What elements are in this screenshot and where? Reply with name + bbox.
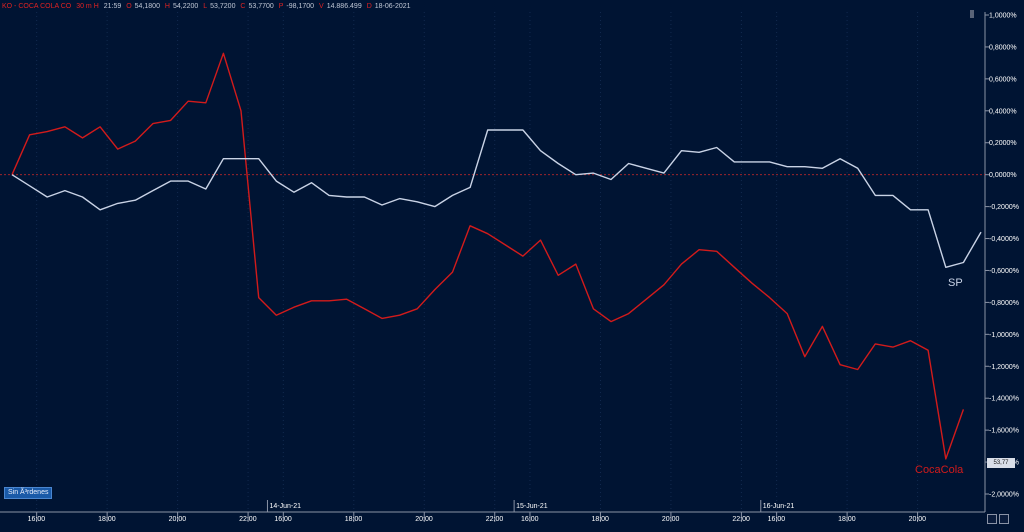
x-tick-label: 18:00 — [98, 516, 116, 523]
y-tick-label: 0,2000% — [989, 140, 1017, 147]
series-line-cocacola — [11, 52, 965, 460]
date-label: 14-Jun-21 — [269, 503, 301, 510]
open-label: O — [126, 3, 132, 10]
interval-label: 30 m H — [76, 3, 99, 10]
y-tick-label: 0,4000% — [989, 108, 1017, 115]
y-tick-label: -0,6000% — [989, 268, 1019, 275]
change-label: P — [278, 3, 284, 10]
y-tick-label: -1,2000% — [989, 364, 1019, 371]
series-line-sp — [11, 129, 982, 268]
time-value: 21:59 — [103, 3, 122, 10]
x-tick-label: 16:00 — [274, 516, 292, 523]
date-label: D — [366, 3, 372, 10]
date-value: 18-06-2021 — [374, 3, 411, 10]
plot-area — [0, 12, 985, 512]
x-tick-label: 18:00 — [591, 516, 609, 523]
y-tick-label: -2,0000% — [989, 492, 1019, 499]
corner-buttons — [985, 514, 1009, 532]
axis-scroll-indicator[interactable] — [970, 10, 974, 18]
change-value: -98,1700 — [286, 3, 315, 10]
y-tick-label: -1,6000% — [989, 428, 1019, 435]
y-tick-label: -1,4000% — [989, 396, 1019, 403]
x-tick-label: 20:00 — [415, 516, 433, 523]
symbol-label: KO - COCA COLA CO — [2, 3, 72, 10]
y-tick-label: 0,8000% — [989, 44, 1017, 51]
y-tick-label: -0,8000% — [989, 300, 1019, 307]
y-tick-label: -0,2000% — [989, 204, 1019, 211]
high-value: 54,2200 — [172, 3, 199, 10]
x-tick-label: 20:00 — [169, 516, 187, 523]
x-tick-label: 22:00 — [732, 516, 750, 523]
y-tick-label: 1,0000% — [989, 13, 1017, 20]
date-label: 16-Jun-21 — [763, 503, 795, 510]
y-tick-label: 0,0000% — [989, 172, 1017, 179]
date-label: 15-Jun-21 — [516, 503, 548, 510]
open-value: 54,1800 — [134, 3, 160, 10]
low-label: L — [203, 3, 208, 10]
time-axis: 16:00 18:00 20:00 22:00 16:00 18:00 20:00 22:00… — [28, 500, 927, 523]
orders-badge[interactable]: Sin Ã³rdenes — [4, 487, 53, 499]
close-value: 53,7700 — [248, 3, 274, 10]
x-tick-label: 22:00 — [239, 516, 257, 523]
y-tick-label: -0,4000% — [989, 236, 1019, 243]
last-price-tag: 53,77 — [987, 458, 1015, 468]
x-tick-label: 16:00 — [768, 516, 786, 523]
grid-lines — [36, 12, 919, 512]
volume-label: V — [319, 3, 324, 10]
y-tick-label: 0,6000% — [989, 76, 1017, 83]
x-tick-label: 20:00 — [662, 516, 680, 523]
x-tick-label: 22:00 — [486, 516, 504, 523]
series-layer — [11, 52, 982, 460]
series-label-cocacola: CocaCola — [915, 464, 964, 476]
x-tick-label: 16:00 — [521, 516, 539, 523]
x-tick-label: 18:00 — [345, 516, 363, 523]
high-label: H — [164, 3, 170, 10]
x-tick-label: 16:00 — [28, 516, 46, 523]
low-value: 53,7200 — [210, 3, 236, 10]
price-axis: 1,0000% 0,8000% 0,6000% 0,4000% 0,2000% 0,000… — [985, 13, 1019, 499]
y-tick-label: -1,0000% — [989, 332, 1019, 339]
x-tick-label: 18:00 — [838, 516, 856, 523]
zoom-out-button[interactable] — [987, 514, 997, 524]
volume-value: 14.886.499 — [326, 3, 362, 10]
zoom-in-button[interactable] — [999, 514, 1009, 524]
x-tick-label: 20:00 — [909, 516, 927, 523]
close-label: C — [240, 3, 246, 10]
symbol-info-bar: KO - COCA COLA CO 30 m H 21:59 O 54,1800 … — [2, 1, 414, 12]
series-label-sp: SP — [948, 277, 963, 289]
